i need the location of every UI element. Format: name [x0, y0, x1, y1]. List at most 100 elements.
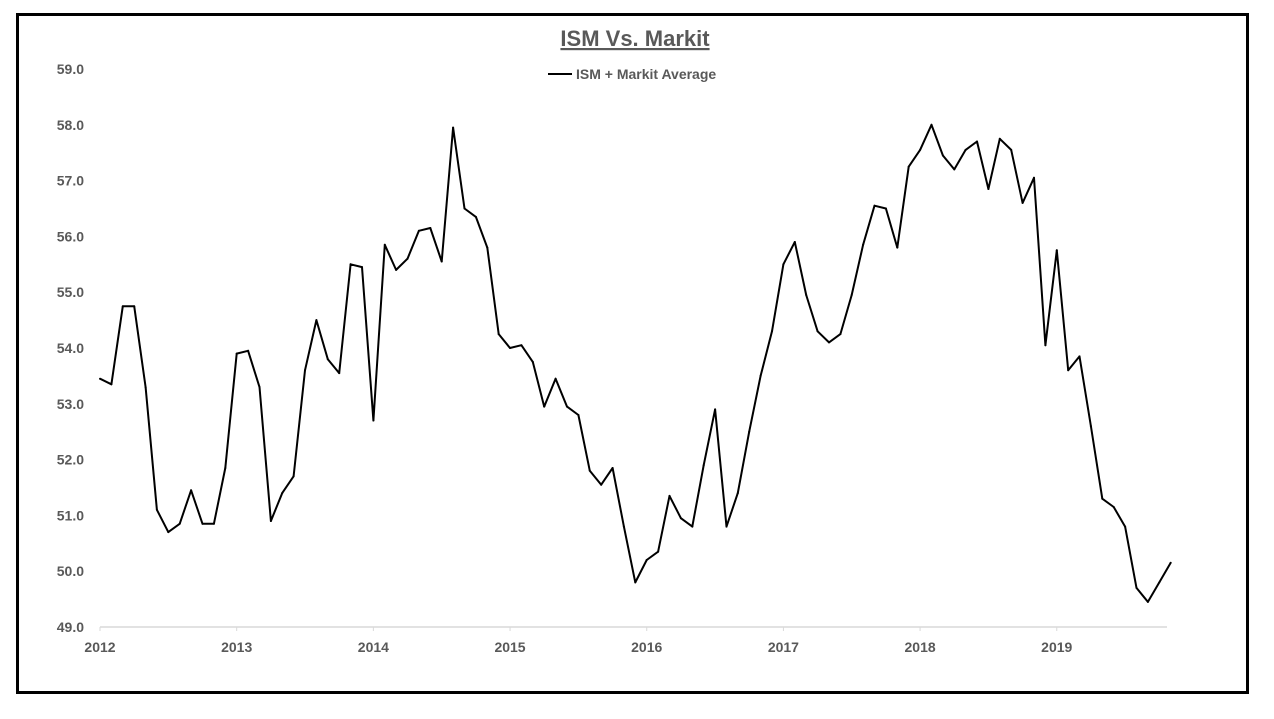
data-point: [155, 508, 158, 511]
data-point: [1044, 344, 1047, 347]
data-point: [896, 246, 899, 249]
data-point: [1021, 201, 1024, 204]
y-tick-label: 53.0: [57, 396, 84, 412]
x-tick-label: 2012: [84, 639, 115, 655]
data-point: [1158, 581, 1161, 584]
data-point: [463, 207, 466, 210]
data-point: [714, 408, 717, 411]
data-point: [167, 531, 170, 534]
data-point: [99, 377, 101, 380]
legend: ISM + Markit Average: [548, 66, 716, 82]
data-point: [361, 266, 363, 269]
data-point: [793, 241, 796, 243]
data-point: [987, 188, 990, 190]
y-tick-label: 49.0: [57, 619, 84, 635]
data-point: [622, 525, 625, 528]
data-point: [941, 154, 944, 157]
data-point: [600, 483, 603, 486]
y-tick-label: 56.0: [57, 228, 84, 244]
data-point: [691, 525, 694, 528]
data-point: [1055, 249, 1058, 252]
data-point: [953, 168, 956, 171]
data-point: [178, 522, 181, 525]
data-point: [1089, 425, 1092, 428]
data-point: [554, 377, 557, 380]
data-point: [486, 246, 489, 249]
y-tick-label: 54.0: [57, 340, 84, 356]
series-line-ism-markit-average: [99, 123, 1172, 603]
data-point: [702, 464, 705, 467]
data-point: [258, 386, 261, 389]
data-point: [828, 341, 830, 344]
data-point: [304, 369, 306, 372]
y-axis: 59.0 58.0 57.0 56.0 55.0 54.0 53.0 52.0 51.0 50.0…: [57, 61, 84, 635]
x-tick-label: 2017: [768, 639, 799, 655]
data-point: [1112, 506, 1115, 508]
data-point: [338, 372, 341, 375]
data-point: [497, 333, 500, 336]
chart-frame: [16, 13, 1249, 694]
data-point: [292, 475, 295, 478]
data-point: [1124, 525, 1127, 528]
x-tick-label: 2019: [1041, 639, 1072, 655]
data-point: [725, 525, 728, 528]
x-tick-label: 2016: [631, 639, 662, 655]
data-point: [281, 492, 284, 495]
data-point: [577, 414, 580, 416]
data-point: [201, 522, 204, 525]
data-point: [452, 126, 455, 129]
data-point: [998, 137, 1001, 140]
data-point: [349, 263, 352, 266]
data-point: [566, 405, 568, 408]
data-point: [862, 243, 865, 246]
data-point: [440, 260, 443, 263]
data-point: [679, 517, 682, 520]
data-point: [531, 360, 534, 363]
data-point: [1135, 586, 1138, 589]
data-point: [1146, 600, 1149, 603]
y-tick-label: 57.0: [57, 173, 84, 189]
y-tick-label: 55.0: [57, 284, 84, 300]
data-point: [816, 330, 819, 333]
data-point: [372, 419, 375, 422]
data-point: [110, 383, 113, 386]
data-point: [121, 305, 124, 308]
data-point: [884, 207, 887, 210]
data-point: [645, 559, 648, 561]
data-point: [759, 374, 762, 377]
data-point: [406, 257, 409, 260]
data-point: [474, 215, 477, 218]
data-point: [930, 123, 933, 126]
data-point: [326, 358, 329, 361]
x-axis: 2012 2013 2014 2015 2016 2017 2018 2019: [84, 627, 1073, 655]
y-tick-label: 51.0: [57, 507, 84, 523]
data-point: [247, 349, 250, 352]
data-point: [1169, 561, 1172, 564]
data-point: [429, 227, 432, 229]
x-tick-label: 2018: [905, 639, 936, 655]
data-point: [588, 469, 591, 472]
data-point: [850, 294, 853, 296]
y-tick-label: 58.0: [57, 117, 84, 133]
data-point: [190, 489, 193, 492]
data-point: [611, 467, 614, 469]
x-tick-label: 2015: [494, 639, 525, 655]
data-point: [1078, 355, 1081, 358]
data-point: [543, 405, 546, 408]
legend-label: ISM + Markit Average: [576, 66, 716, 82]
data-point: [976, 140, 978, 143]
data-point: [395, 268, 398, 271]
data-point: [919, 148, 922, 151]
data-point: [805, 294, 808, 296]
data-point: [269, 520, 272, 522]
y-tick-label: 50.0: [57, 563, 84, 579]
data-point: [212, 522, 215, 525]
data-point: [748, 430, 751, 433]
data-point: [417, 229, 420, 232]
x-tick-label: 2013: [221, 639, 252, 655]
chart-title: ISM Vs. Markit: [560, 26, 710, 51]
data-point: [634, 581, 637, 584]
data-points: [99, 123, 1172, 603]
data-point: [668, 494, 671, 497]
